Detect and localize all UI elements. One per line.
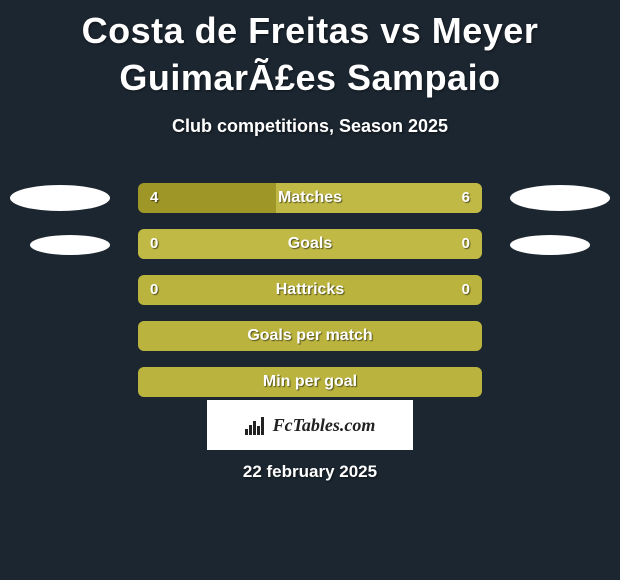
brand-badge: FcTables.com <box>207 400 413 450</box>
stat-row: Min per goal <box>0 359 620 405</box>
stat-row: Goals00 <box>0 221 620 267</box>
stat-bar-right-segment <box>276 183 482 213</box>
stat-bar <box>138 229 482 259</box>
stat-bar-left-segment <box>138 321 482 351</box>
stat-rows: Matches46Goals00Hattricks00Goals per mat… <box>0 175 620 405</box>
stat-row: Hattricks00 <box>0 267 620 313</box>
stat-row: Goals per match <box>0 313 620 359</box>
page-subtitle: Club competitions, Season 2025 <box>0 116 620 137</box>
stat-bar <box>138 321 482 351</box>
stat-bar <box>138 183 482 213</box>
brand-text: FcTables.com <box>273 415 376 436</box>
player-marker-left <box>10 185 110 211</box>
comparison-infographic: Costa de Freitas vs Meyer GuimarÃ£es Sam… <box>0 0 620 580</box>
stat-bar-left-segment <box>138 229 482 259</box>
stat-row: Matches46 <box>0 175 620 221</box>
bars-icon <box>245 415 267 435</box>
player-marker-right <box>510 235 590 255</box>
page-title: Costa de Freitas vs Meyer GuimarÃ£es Sam… <box>0 0 620 102</box>
player-marker-right <box>510 185 610 211</box>
player-marker-left <box>30 235 110 255</box>
date-caption: 22 february 2025 <box>0 462 620 482</box>
stat-bar-left-segment <box>138 183 276 213</box>
stat-bar-left-segment <box>138 367 482 397</box>
stat-bar <box>138 367 482 397</box>
stat-bar-left-segment <box>138 275 482 305</box>
stat-bar <box>138 275 482 305</box>
